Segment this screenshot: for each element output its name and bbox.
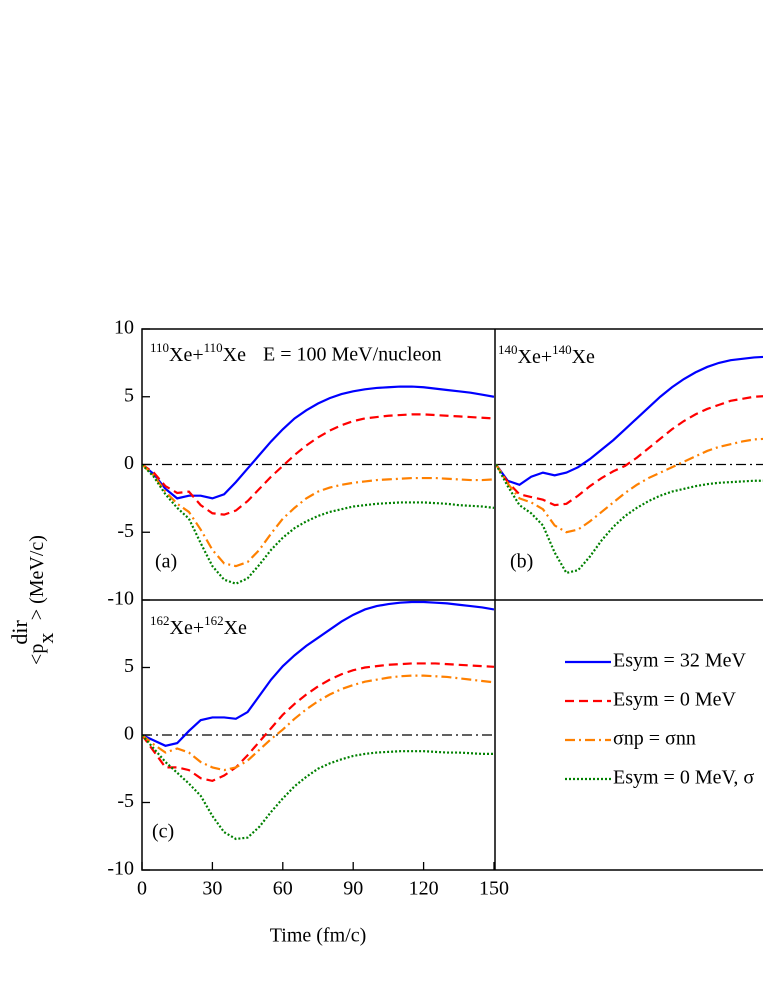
line-series xyxy=(142,734,494,841)
legend-label: Esym = 32 MeV xyxy=(613,650,746,672)
mass-number: 162 xyxy=(150,613,170,628)
y-tick-label: 0 xyxy=(124,723,134,745)
element: Xe+ xyxy=(169,344,204,366)
y-axis-label: <pxdir> (MeV/c) xyxy=(7,535,58,665)
x-tick-label: 90 xyxy=(343,878,363,900)
line-series xyxy=(142,600,494,747)
line-series xyxy=(142,463,494,568)
system-label: 110Xe+110Xe xyxy=(150,340,246,366)
mass-number: 162 xyxy=(204,613,224,628)
y-label-sub: x xyxy=(33,633,58,644)
x-tick-label: 150 xyxy=(479,878,509,900)
legend-label: Esym = 0 MeV xyxy=(613,689,736,711)
line-series xyxy=(142,662,494,783)
line-series xyxy=(142,463,494,585)
element: Xe xyxy=(224,617,247,639)
x-tick-label: 60 xyxy=(273,878,293,900)
y-label-part: <p xyxy=(26,644,48,665)
line-series xyxy=(496,463,763,575)
y-tick-label: 10 xyxy=(114,317,134,339)
legend-label: σnp = σnn xyxy=(613,728,696,750)
y-tick-label: -5 xyxy=(117,520,134,542)
line-series xyxy=(496,395,763,507)
panel-label: (c) xyxy=(152,821,174,843)
x-tick-label: 30 xyxy=(202,878,222,900)
mass-number: 110 xyxy=(204,340,223,355)
plot-area xyxy=(142,385,494,585)
element: Xe+ xyxy=(518,346,553,368)
mass-number: 140 xyxy=(552,342,572,357)
element: Xe xyxy=(223,344,246,366)
y-label-sup: dir xyxy=(7,620,32,645)
panel-label: (b) xyxy=(510,551,533,573)
y-label-part: > (MeV/c) xyxy=(26,535,48,620)
y-tick-label: -10 xyxy=(107,858,134,880)
line-series xyxy=(496,437,763,534)
annotation: E = 100 MeV/nucleon xyxy=(263,344,441,366)
x-tick-label: 0 xyxy=(137,878,147,900)
mass-number: 140 xyxy=(498,342,518,357)
system-label: 162Xe+162Xe xyxy=(150,613,247,639)
plot-area xyxy=(496,355,763,575)
panel-label: (a) xyxy=(155,551,177,573)
plot-area xyxy=(142,600,494,841)
mass-number: 110 xyxy=(150,340,169,355)
y-tick-label: 0 xyxy=(124,452,134,474)
line-series xyxy=(142,413,494,516)
line-series xyxy=(142,674,494,772)
x-tick-label: 120 xyxy=(409,878,439,900)
system-label: 140Xe+140Xe xyxy=(498,342,595,368)
y-tick-label: 5 xyxy=(124,655,134,677)
element: Xe+ xyxy=(170,617,205,639)
legend-label: Esym = 0 MeV, σ xyxy=(613,767,754,789)
line-series xyxy=(496,355,763,487)
y-tick-label: -5 xyxy=(117,790,134,812)
y-tick-label: -10 xyxy=(107,588,134,610)
x-axis-label: Time (fm/c) xyxy=(270,925,366,947)
y-tick-label: 5 xyxy=(124,384,134,406)
line-series xyxy=(142,385,494,500)
element: Xe xyxy=(572,346,595,368)
